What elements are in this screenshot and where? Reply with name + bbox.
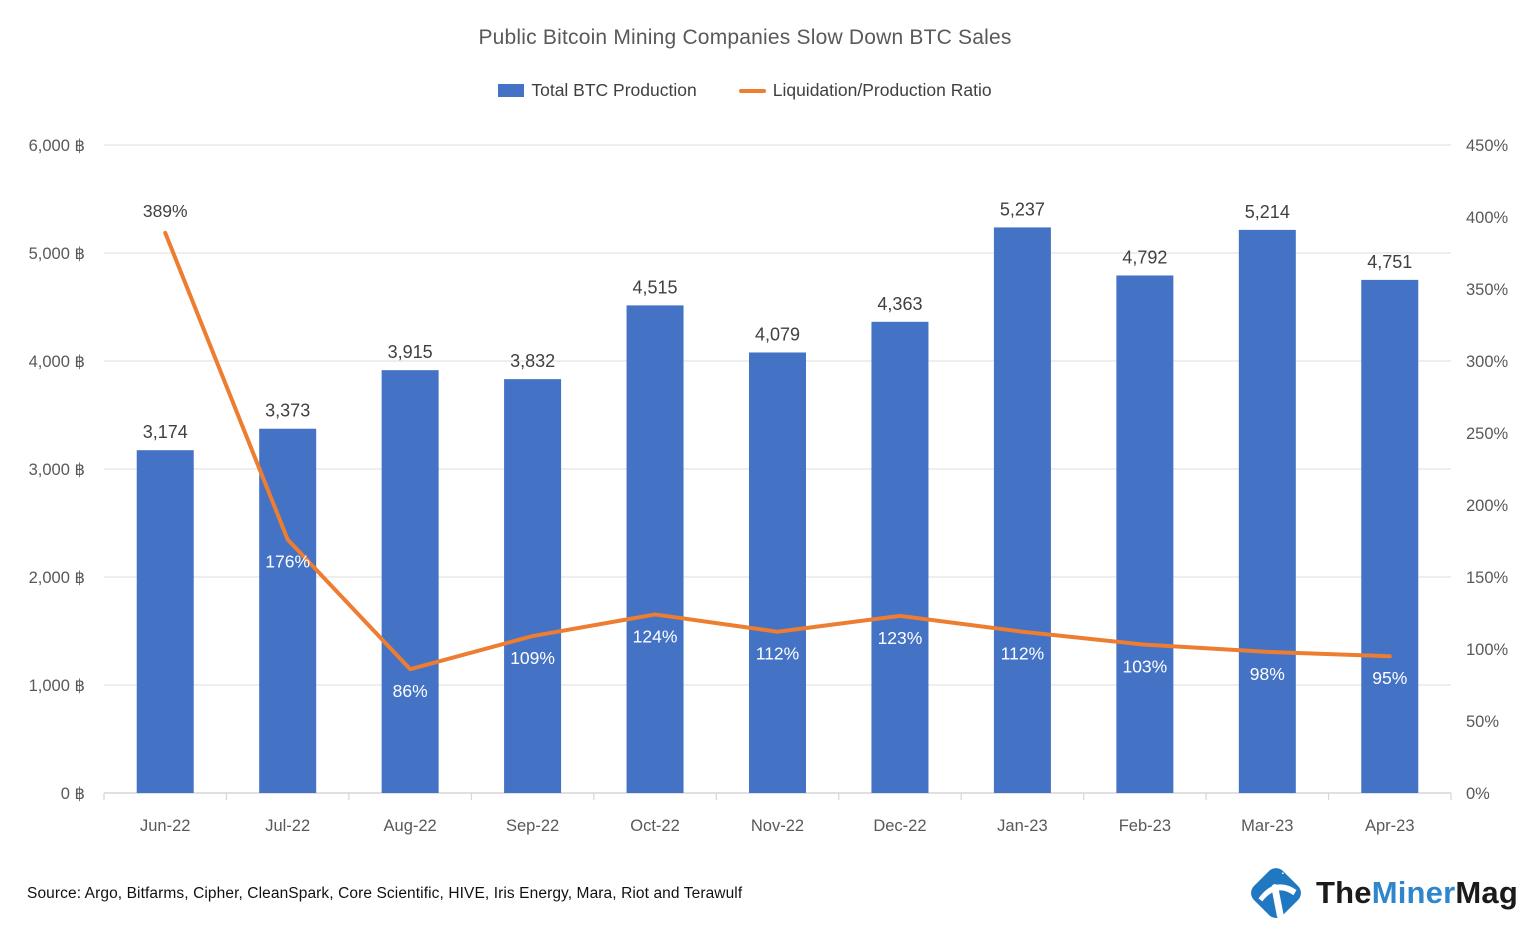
brand-name-mag: Mag [1455, 875, 1518, 910]
legend-label-production: Total BTC Production [531, 80, 697, 100]
svg-text:1,000 ฿: 1,000 ฿ [29, 677, 85, 695]
legend: Total BTC Production Liquidation/Product… [0, 80, 1490, 101]
legend-swatch-production [498, 84, 525, 97]
ratio-value-labels: 389% 176% 86% 109% 124% 112% 123% 112% 103% 98% 95… [143, 201, 1407, 701]
svg-text:124%: 124% [633, 626, 678, 646]
svg-text:Jul-22: Jul-22 [265, 817, 310, 835]
svg-text:0%: 0% [1466, 785, 1490, 803]
svg-text:109%: 109% [510, 648, 555, 668]
svg-text:4,079: 4,079 [755, 324, 800, 344]
svg-text:95%: 95% [1372, 668, 1407, 688]
svg-text:3,915: 3,915 [388, 342, 433, 362]
legend-item-production: Total BTC Production [498, 80, 697, 101]
svg-text:250%: 250% [1466, 425, 1509, 443]
svg-text:Dec-22: Dec-22 [873, 817, 926, 835]
svg-text:389%: 389% [143, 201, 188, 221]
svg-text:150%: 150% [1466, 569, 1509, 587]
svg-text:Feb-23: Feb-23 [1119, 817, 1171, 835]
svg-text:0 ฿: 0 ฿ [61, 785, 85, 803]
svg-text:5,000 ฿: 5,000 ฿ [29, 245, 85, 263]
svg-text:5,214: 5,214 [1245, 202, 1290, 222]
brand-name-miner: Miner [1371, 875, 1456, 910]
svg-text:200%: 200% [1466, 497, 1509, 515]
svg-text:Nov-22: Nov-22 [751, 817, 804, 835]
svg-text:5,237: 5,237 [1000, 199, 1045, 219]
svg-text:103%: 103% [1122, 657, 1167, 677]
svg-text:350%: 350% [1466, 281, 1509, 299]
svg-text:400%: 400% [1466, 209, 1509, 227]
legend-swatch-ratio [738, 88, 766, 93]
bars-series [136, 227, 1419, 794]
legend-item-ratio: Liquidation/Production Ratio [738, 80, 992, 101]
svg-text:3,000 ฿: 3,000 ฿ [29, 461, 85, 479]
svg-text:6,000 ฿: 6,000 ฿ [29, 137, 85, 155]
svg-text:4,792: 4,792 [1122, 247, 1167, 267]
brand-name: TheMinerMag [1316, 875, 1518, 911]
svg-text:123%: 123% [878, 628, 923, 648]
brand-logo: TheMinerMag [1238, 855, 1518, 931]
chart-title: Public Bitcoin Mining Companies Slow Dow… [478, 26, 1012, 49]
source-note: Source: Argo, Bitfarms, Cipher, CleanSpa… [27, 885, 743, 902]
x-axis-ticks [103, 793, 1452, 800]
bar-value-labels: 3,174 3,373 3,915 3,832 4,515 4,079 4,363 5,237… [143, 199, 1413, 442]
svg-text:176%: 176% [265, 552, 310, 572]
svg-text:112%: 112% [1001, 644, 1044, 664]
svg-text:4,000 ฿: 4,000 ฿ [29, 353, 85, 371]
x-axis-labels: Jun-22 Jul-22 Aug-22 Sep-22 Oct-22 Nov-22 Dec-… [140, 817, 1415, 835]
svg-text:Sep-22: Sep-22 [506, 817, 559, 835]
y-axis-left-labels: 0 ฿ 1,000 ฿ 2,000 ฿ 3,000 ฿ 4,000 ฿ 5,000 ฿ 6,… [29, 137, 85, 803]
svg-text:Apr-23: Apr-23 [1365, 817, 1415, 835]
svg-text:4,515: 4,515 [633, 277, 678, 297]
svg-text:100%: 100% [1466, 641, 1509, 659]
ratio-line [163, 230, 1392, 672]
svg-text:Mar-23: Mar-23 [1241, 817, 1293, 835]
legend-label-ratio: Liquidation/Production Ratio [772, 80, 992, 100]
svg-text:Jun-22: Jun-22 [140, 817, 190, 835]
svg-text:98%: 98% [1250, 664, 1285, 684]
svg-text:112%: 112% [756, 644, 799, 664]
svg-text:3,174: 3,174 [143, 422, 188, 442]
svg-text:300%: 300% [1466, 353, 1509, 371]
brand-name-the: The [1315, 875, 1372, 910]
svg-text:450%: 450% [1466, 137, 1509, 155]
svg-text:Jan-23: Jan-23 [997, 817, 1047, 835]
svg-text:3,832: 3,832 [510, 351, 555, 371]
pickaxe-icon [1251, 860, 1301, 919]
svg-text:4,751: 4,751 [1367, 252, 1412, 272]
svg-text:2,000 ฿: 2,000 ฿ [29, 569, 85, 587]
svg-text:Aug-22: Aug-22 [384, 817, 437, 835]
y-axis-right-labels: 0% 50% 100% 150% 200% 250% 300% 350% 400% 450% [1466, 137, 1509, 803]
svg-text:50%: 50% [1466, 713, 1499, 731]
svg-text:3,373: 3,373 [265, 401, 310, 421]
svg-text:86%: 86% [393, 681, 428, 701]
svg-text:4,363: 4,363 [877, 294, 922, 314]
svg-text:Oct-22: Oct-22 [630, 817, 680, 835]
